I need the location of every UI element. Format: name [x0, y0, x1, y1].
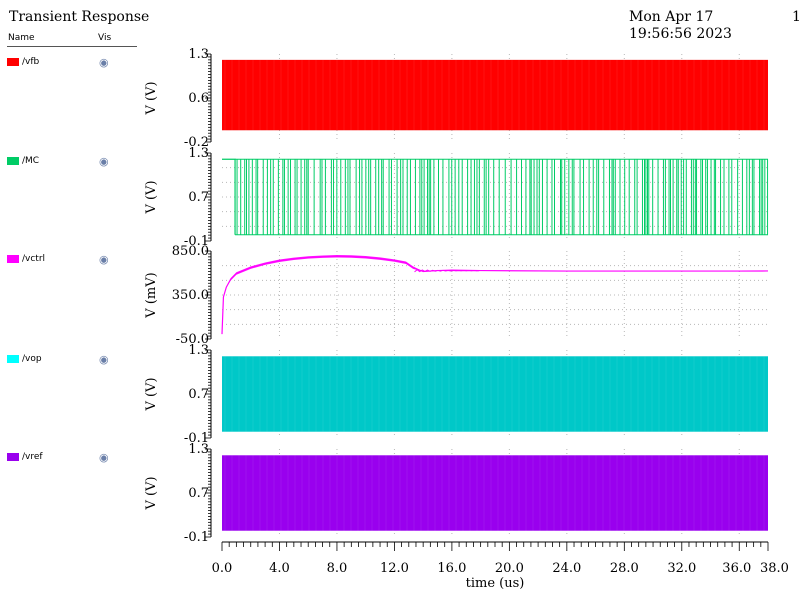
y-tick-label: 850.0: [172, 244, 209, 259]
y-tick-label: 0.7: [188, 486, 209, 501]
y-tick-label: -0.2: [184, 135, 209, 150]
y-tick-label: 1.3: [188, 146, 209, 161]
vctrl-ripple: [414, 269, 480, 273]
visibility-eye-icon[interactable]: ◉: [99, 451, 109, 464]
y-tick-label: -0.1: [184, 530, 209, 545]
y-tick-label: 1.3: [188, 343, 209, 358]
panel-vctrl: 850.0 350.0 -50.0 V (mV): [144, 244, 769, 347]
legend-header: Name Vis: [7, 33, 137, 47]
waveform-texture: [224, 356, 765, 432]
x-axis: 0.0 4.0 8.0 12.0 16.0 20.0 24.0 28.0 32.0 36.0 38.…: [212, 541, 789, 591]
legend-item-vref[interactable]: /vref ◉: [7, 451, 137, 464]
waveform-vref: [222, 455, 768, 531]
y-axis-label: V (mV): [144, 272, 159, 318]
visibility-eye-icon[interactable]: ◉: [99, 353, 109, 366]
x-tick-label: 24.0: [552, 561, 581, 576]
legend-item-vctrl[interactable]: /vctrl ◉: [7, 253, 137, 266]
waveform-vop: [222, 356, 768, 432]
y-axis-label: V (V): [144, 180, 159, 214]
legend-swatch: [7, 157, 19, 165]
legend-label: /MC: [22, 156, 40, 166]
y-tick-label: -0.1: [184, 431, 209, 446]
panel-vop: 1.3 0.7 -0.1 V (V): [144, 343, 768, 446]
x-tick-label: 16.0: [437, 561, 466, 576]
y-axis-label: V (V): [144, 476, 159, 510]
panel-vref: 1.3 0.7 -0.1 V (V): [144, 442, 768, 545]
page-number: 1: [792, 9, 800, 25]
y-tick-label: 1.3: [188, 47, 209, 62]
y-tick-label: 350.0: [172, 288, 209, 303]
y-axis-label: V (V): [144, 81, 159, 115]
panel-vfb: 1.3 0.6 -0.2 V (V): [144, 47, 768, 150]
legend-swatch: [7, 453, 19, 461]
y-tick-label: 1.3: [188, 442, 209, 457]
timestamp: Mon Apr 17 19:56:56 2023: [629, 9, 732, 42]
waveform-mc-start: [222, 158, 236, 235]
legend-swatch: [7, 355, 19, 363]
grid: [222, 251, 768, 339]
visibility-eye-icon[interactable]: ◉: [99, 56, 109, 69]
legend-vis-header: Vis: [98, 33, 112, 43]
legend-label: /vctrl: [22, 254, 46, 264]
waveform-vctrl: [221, 255, 769, 335]
legend-item-mc[interactable]: /MC ◉: [7, 155, 137, 168]
legend-item-vop[interactable]: /vop ◉: [7, 353, 137, 366]
legend-label: /vref: [22, 452, 43, 462]
waveform-texture: [224, 455, 765, 531]
x-tick-label: 20.0: [495, 561, 524, 576]
x-tick-label: 12.0: [380, 561, 409, 576]
y-axis-label: V (V): [144, 377, 159, 411]
legend-swatch: [7, 255, 19, 263]
visibility-eye-icon[interactable]: ◉: [99, 253, 109, 266]
y-tick-label: 0.7: [188, 387, 209, 402]
x-tick-label: 0.0: [212, 561, 233, 576]
legend-label: /vop: [22, 354, 42, 364]
waveform-mc: [235, 158, 769, 236]
x-axis-label: time (us): [466, 576, 525, 591]
x-tick-label: 28.0: [610, 561, 639, 576]
legend-label: /vfb: [22, 57, 40, 67]
x-tick-label: 38.0: [760, 561, 789, 576]
chart-title: Transient Response: [9, 9, 150, 25]
y-tick-label: 0.7: [188, 190, 209, 205]
x-tick-label: 4.0: [269, 561, 290, 576]
legend-swatch: [7, 58, 19, 66]
waveform-vfb: [222, 59, 768, 131]
visibility-eye-icon[interactable]: ◉: [99, 155, 109, 168]
x-tick-label: 36.0: [722, 561, 751, 576]
y-tick-label: 0.6: [188, 91, 209, 106]
y-tick-label: -0.1: [184, 234, 209, 249]
panel-MC: 1.3 0.7 -0.1 V (V): [144, 146, 769, 249]
y-tick-label: -50.0: [176, 332, 209, 347]
x-tick-label: 8.0: [327, 561, 348, 576]
x-tick-label: 32.0: [667, 561, 696, 576]
legend-name-header: Name: [8, 33, 35, 43]
legend-item-vfb[interactable]: /vfb ◉: [7, 56, 137, 69]
waveform-texture: [224, 59, 765, 131]
